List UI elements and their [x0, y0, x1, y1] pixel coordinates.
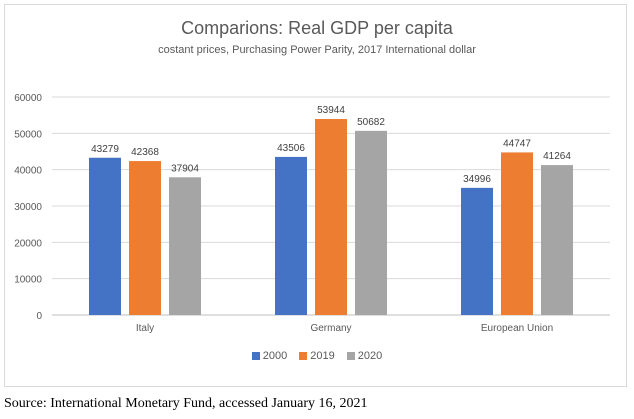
- legend-item: 2020: [346, 350, 383, 362]
- bar: [129, 161, 161, 315]
- data-label: 43506: [277, 143, 305, 154]
- legend-label: 2019: [310, 350, 335, 362]
- legend-item: 2000: [251, 350, 288, 362]
- chart-title: Comparions: Real GDP per capita: [181, 18, 453, 38]
- data-label: 44747: [503, 138, 531, 149]
- chart-legend: 2000 2019 2020: [0, 350, 634, 363]
- y-tick-label: 40000: [14, 166, 42, 177]
- legend-swatch: [251, 352, 260, 360]
- data-label: 34996: [463, 174, 491, 185]
- y-tick-label: 10000: [14, 275, 42, 286]
- data-label: 43279: [91, 144, 119, 155]
- y-tick-label: 60000: [14, 93, 42, 104]
- bar: [541, 165, 573, 315]
- data-label: 50682: [357, 117, 385, 128]
- source-note: Source: International Monetary Fund, acc…: [4, 396, 368, 411]
- bar: [275, 156, 307, 315]
- bar: [501, 152, 533, 315]
- bar: [89, 157, 121, 315]
- data-label: 37904: [171, 163, 199, 174]
- legend-label: 2000: [262, 350, 288, 362]
- x-category-label: Germany: [310, 323, 351, 334]
- data-label: 53944: [317, 105, 345, 116]
- x-category-label: European Union: [481, 323, 553, 334]
- legend-item: 2019: [299, 350, 335, 362]
- bar: [355, 130, 387, 315]
- legend-label: 2020: [357, 350, 383, 362]
- bar: [169, 177, 201, 315]
- y-tick-label: 30000: [14, 202, 42, 213]
- data-label: 41264: [543, 151, 571, 162]
- chart-subtitle: costant prices, Purchasing Power Parity,…: [158, 44, 476, 56]
- y-tick-label: 20000: [14, 238, 42, 249]
- legend-swatch: [346, 352, 355, 360]
- y-tick-label: 50000: [14, 129, 42, 140]
- bar: [461, 187, 493, 315]
- legend-swatch: [299, 352, 308, 360]
- y-tick-label: 0: [36, 311, 42, 322]
- data-label: 42368: [131, 147, 159, 158]
- bar: [315, 119, 347, 315]
- x-category-label: Italy: [136, 323, 154, 334]
